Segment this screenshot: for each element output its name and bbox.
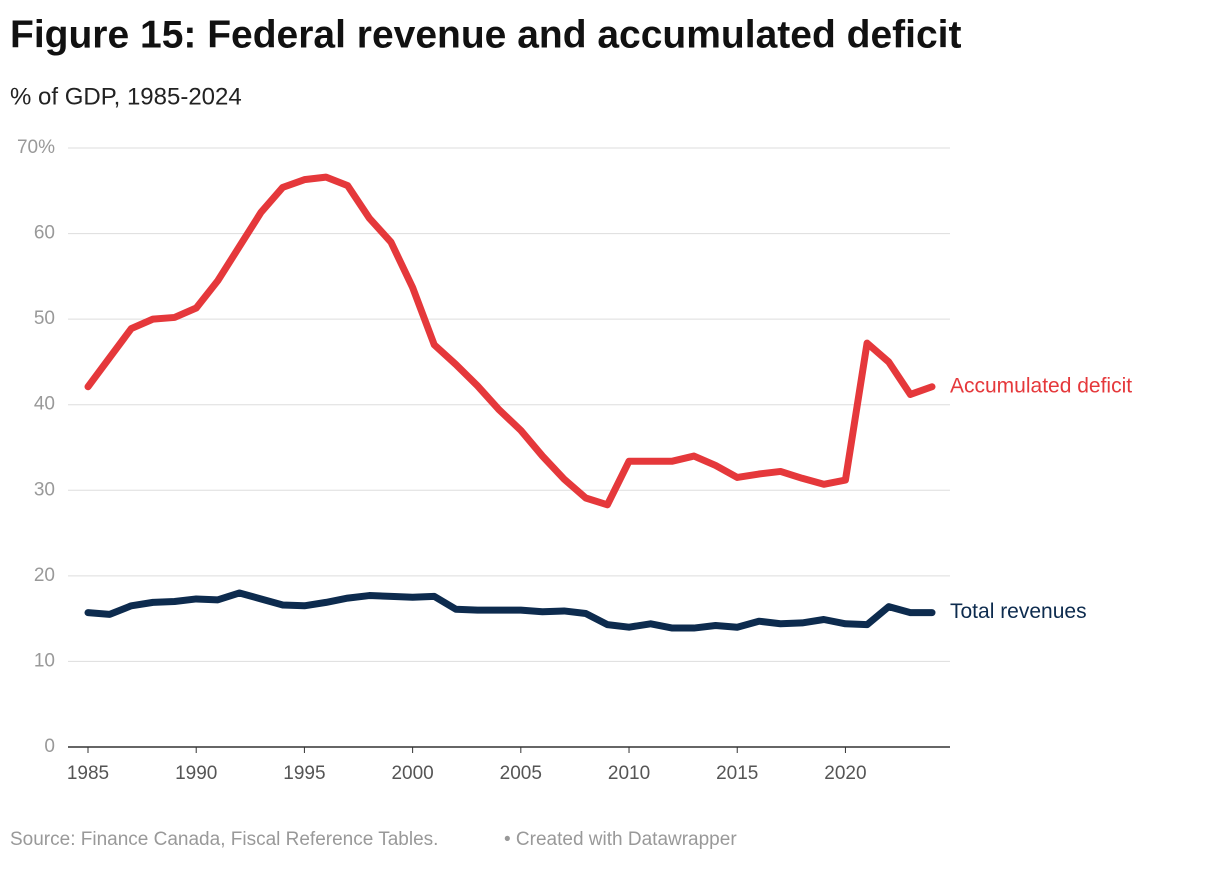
- x-tick-label: 1995: [283, 763, 325, 784]
- line: [84, 589, 936, 632]
- x-tick-label: 2010: [608, 763, 650, 784]
- x-tick-label: 2005: [500, 763, 542, 784]
- y-tick-label: 10: [34, 650, 55, 671]
- series-label: Total revenues: [950, 600, 1087, 623]
- y-tick-label: 40: [34, 394, 55, 415]
- chart-subtitle: % of GDP, 1985-2024: [10, 83, 242, 110]
- y-tick-label: 30: [34, 479, 55, 500]
- x-tick-label: 2000: [391, 763, 433, 784]
- source: Source: Finance Canada, Fiscal Reference…: [10, 829, 438, 850]
- x-tick-label: 2015: [716, 763, 758, 784]
- x-tick-label: 1990: [175, 763, 217, 784]
- x-tick-label: 1985: [67, 763, 109, 784]
- y-tick-label: 0: [44, 736, 55, 757]
- credit: • Created with Datawrapper: [504, 829, 737, 850]
- y-tick-label: 20: [34, 565, 55, 586]
- x-tick-label: 2020: [824, 763, 866, 784]
- y-tick-label: 70%: [17, 137, 55, 158]
- series-label: Accumulated deficit: [950, 374, 1132, 397]
- y-tick-label: 60: [34, 223, 55, 244]
- y-tick-label: 50: [34, 308, 55, 329]
- line: [84, 173, 936, 509]
- chart-title: Figure 15: Federal revenue and accumulat…: [10, 13, 961, 56]
